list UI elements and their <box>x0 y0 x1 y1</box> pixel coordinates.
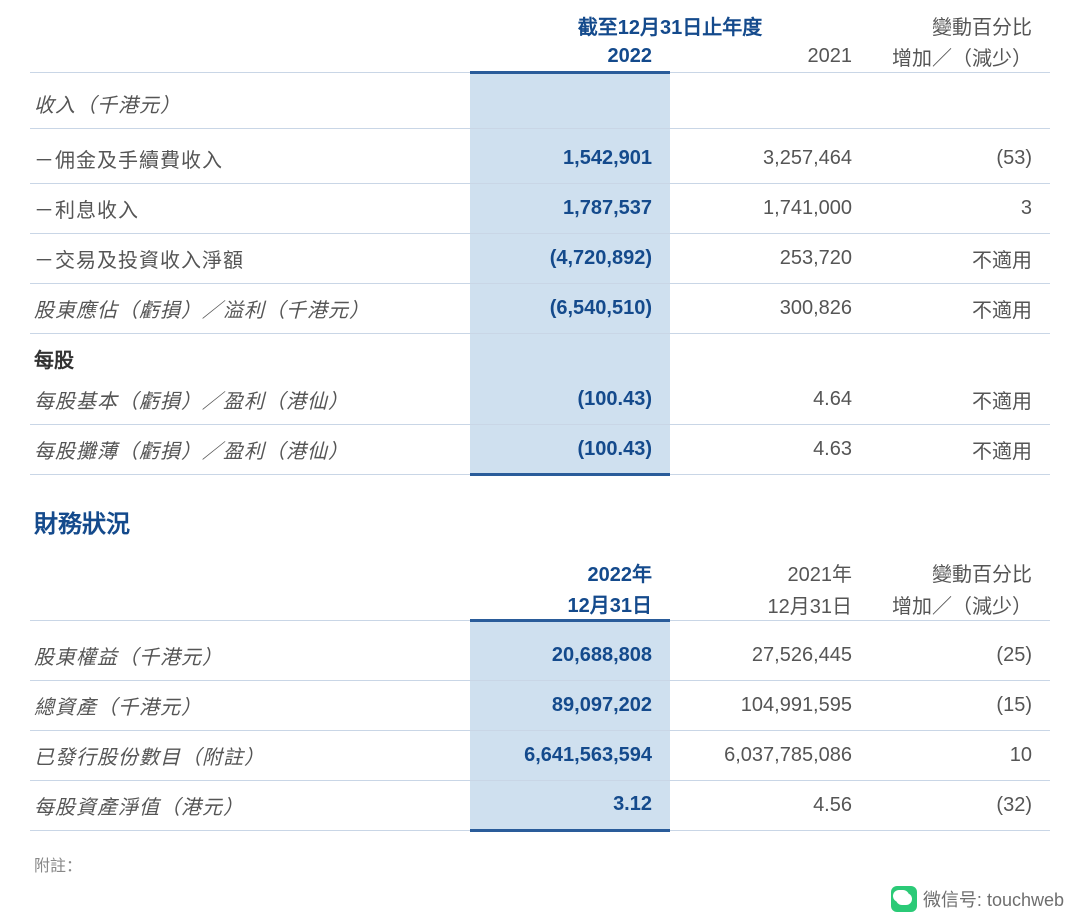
col-2021-header-1: 2021年 <box>670 557 870 588</box>
cell-2022: 1,787,537 <box>470 184 670 234</box>
row-label: 收入（千港元） <box>30 79 470 129</box>
col-2022-header-2: 12月31日 <box>470 588 670 621</box>
cell-change: (32) <box>870 780 1050 830</box>
cell-2022: 89,097,202 <box>470 680 670 730</box>
row-label: －佣金及手續費收入 <box>30 134 470 184</box>
cell-2021: 6,037,785,086 <box>670 730 870 780</box>
row-label: 每股攤薄（虧損）／盈利（港仙） <box>30 425 470 475</box>
row-label: －利息收入 <box>30 184 470 234</box>
cell-change: 不適用 <box>870 234 1050 284</box>
row-label: 股東應佔（虧損）／溢利（千港元） <box>30 284 470 334</box>
cell-2021: 3,257,464 <box>670 134 870 184</box>
row-label: －交易及投資收入淨額 <box>30 234 470 284</box>
wechat-id-text: 微信号: touchweb <box>923 886 1064 912</box>
row-label: 已發行股份數目（附註） <box>30 730 470 780</box>
cell-2021: 4.64 <box>670 375 870 425</box>
cell-2022: (100.43) <box>470 375 670 425</box>
change-header-2: 增加／（減少） <box>870 41 1050 73</box>
col-2021-header: 2021 <box>670 41 870 73</box>
cell-2022: (6,540,510) <box>470 284 670 334</box>
cell-2022: 6,641,563,594 <box>470 730 670 780</box>
cell-2021: 27,526,445 <box>670 631 870 681</box>
change-header-2: 增加／（減少） <box>870 588 1050 621</box>
col-2022-header-1: 2022年 <box>470 557 670 588</box>
wechat-icon <box>891 886 917 912</box>
cell-change: 10 <box>870 730 1050 780</box>
cell-2021: 300,826 <box>670 284 870 334</box>
balance-table: 2022年 2021年 變動百分比 12月31日 12月31日 增加／（減少） … <box>30 557 1050 832</box>
row-label: 每股資產淨值（港元） <box>30 780 470 830</box>
change-header-1: 變動百分比 <box>870 557 1050 588</box>
cell-change: 不適用 <box>870 375 1050 425</box>
wechat-watermark: 微信号: touchweb <box>891 886 1064 912</box>
cell-2021: 253,720 <box>670 234 870 284</box>
row-label: 股東權益（千港元） <box>30 631 470 681</box>
footnote-label: 附註： <box>30 832 1050 876</box>
col-2021-header-2: 12月31日 <box>670 588 870 621</box>
per-share-header: 每股 <box>30 334 470 376</box>
cell-2021: 4.56 <box>670 780 870 830</box>
cell-2022: 20,688,808 <box>470 631 670 681</box>
cell-2021: 4.63 <box>670 425 870 475</box>
cell-2021: 1,741,000 <box>670 184 870 234</box>
cell-2022: 1,542,901 <box>470 134 670 184</box>
change-header-1: 變動百分比 <box>870 10 1050 41</box>
cell-2022: (100.43) <box>470 425 670 475</box>
cell-change: (25) <box>870 631 1050 681</box>
cell-change: 不適用 <box>870 425 1050 475</box>
period-header: 截至12月31日止年度 <box>470 10 870 41</box>
section-title-financial-position: 財務狀況 <box>30 476 1050 557</box>
cell-change: 3 <box>870 184 1050 234</box>
cell-change: 不適用 <box>870 284 1050 334</box>
income-table: 截至12月31日止年度 變動百分比 2022 2021 增加／（減少） 收入（千… <box>30 10 1050 476</box>
cell-2022: (4,720,892) <box>470 234 670 284</box>
row-label: 總資產（千港元） <box>30 680 470 730</box>
cell-2021: 104,991,595 <box>670 680 870 730</box>
row-label: 每股基本（虧損）／盈利（港仙） <box>30 375 470 425</box>
col-2022-header: 2022 <box>470 41 670 73</box>
cell-change: (15) <box>870 680 1050 730</box>
cell-change: (53) <box>870 134 1050 184</box>
cell-2022: 3.12 <box>470 780 670 830</box>
